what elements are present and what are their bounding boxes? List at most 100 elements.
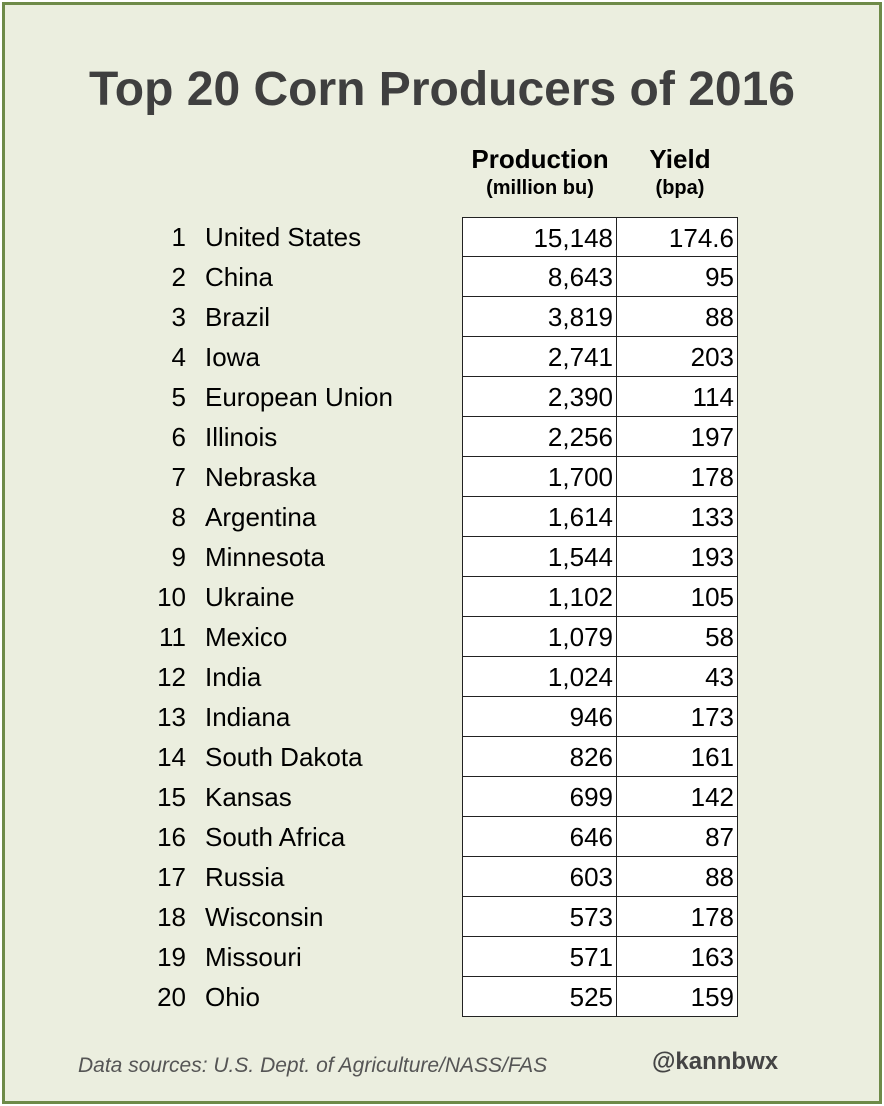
production-value: 1,614	[462, 497, 617, 537]
data-source-note: Data sources: U.S. Dept. of Agriculture/…	[78, 1054, 548, 1077]
production-header-unit: (million bu)	[486, 177, 594, 199]
rank-number: 5	[171, 382, 186, 412]
producer-name: Russia	[205, 862, 285, 892]
rank-number: 13	[157, 702, 186, 732]
yield-value: 114	[617, 377, 738, 417]
yield-column-header: Yield (bpa)	[630, 144, 730, 202]
rank-number: 18	[157, 902, 186, 932]
rank-number: 11	[159, 622, 186, 652]
rank-number: 3	[171, 302, 186, 332]
table-row: 4 Iowa 2,741 203	[0, 337, 884, 377]
production-value: 699	[462, 777, 617, 817]
producer-name: India	[205, 662, 262, 692]
producer-name: European Union	[205, 382, 393, 412]
author-handle: @kannbwx	[652, 1048, 779, 1075]
rank-number: 12	[157, 662, 186, 692]
production-value: 15,148	[462, 217, 617, 257]
yield-value: 95	[617, 257, 738, 297]
producer-name: China	[205, 262, 273, 292]
table-row: 10 Ukraine 1,102 105	[0, 577, 884, 617]
table-row: 5 European Union 2,390 114	[0, 377, 884, 417]
rank-number: 4	[171, 342, 186, 372]
table-row: 1 United States 15,148 174.6	[0, 217, 884, 257]
yield-value: 105	[617, 577, 738, 617]
yield-value: 88	[617, 857, 738, 897]
rank-number: 10	[157, 582, 186, 612]
rank-number: 8	[171, 502, 186, 532]
yield-value: 203	[617, 337, 738, 377]
yield-header-label: Yield	[649, 144, 711, 174]
producer-name: Wisconsin	[205, 902, 324, 932]
rank-number: 6	[171, 422, 186, 452]
production-value: 1,079	[462, 617, 617, 657]
production-value: 2,390	[462, 377, 617, 417]
production-value: 603	[462, 857, 617, 897]
producer-name: Indiana	[205, 702, 291, 732]
producer-name: Mexico	[205, 622, 288, 652]
rank-number: 9	[171, 542, 186, 572]
producer-name: Iowa	[205, 342, 260, 372]
table-row: 18 Wisconsin 573 178	[0, 897, 884, 937]
production-value: 1,700	[462, 457, 617, 497]
table-row: 9 Minnesota 1,544 193	[0, 537, 884, 577]
producer-name: Ukraine	[205, 582, 295, 612]
yield-value: 178	[617, 897, 738, 937]
table-row: 17 Russia 603 88	[0, 857, 884, 897]
yield-value: 178	[617, 457, 738, 497]
production-value: 1,102	[462, 577, 617, 617]
production-value: 946	[462, 697, 617, 737]
production-value: 646	[462, 817, 617, 857]
producer-name: Kansas	[205, 782, 292, 812]
table-row: 12 India 1,024 43	[0, 657, 884, 697]
production-value: 525	[462, 977, 617, 1017]
table-row: 20 Ohio 525 159	[0, 977, 884, 1017]
rank-number: 1	[171, 222, 186, 252]
table-row: 15 Kansas 699 142	[0, 777, 884, 817]
yield-value: 43	[617, 657, 738, 697]
producer-name: Illinois	[205, 422, 278, 452]
yield-value: 163	[617, 937, 738, 977]
table-row: 2 China 8,643 95	[0, 257, 884, 297]
rank-number: 7	[171, 462, 186, 492]
table-row: 14 South Dakota 826 161	[0, 737, 884, 777]
production-value: 826	[462, 737, 617, 777]
table-row: 16 South Africa 646 87	[0, 817, 884, 857]
production-value: 1,024	[462, 657, 617, 697]
production-column-header: Production (million bu)	[455, 144, 625, 202]
yield-value: 159	[617, 977, 738, 1017]
producer-name: South Africa	[205, 822, 346, 852]
producer-name: Brazil	[205, 302, 271, 332]
producer-name: Argentina	[205, 502, 317, 532]
table-row: 7 Nebraska 1,700 178	[0, 457, 884, 497]
rank-number: 19	[157, 942, 186, 972]
table-row: 19 Missouri 571 163	[0, 937, 884, 977]
producer-name: South Dakota	[205, 742, 363, 772]
table-row: 13 Indiana 946 173	[0, 697, 884, 737]
yield-value: 58	[617, 617, 738, 657]
yield-value: 161	[617, 737, 738, 777]
yield-value: 173	[617, 697, 738, 737]
production-value: 2,741	[462, 337, 617, 377]
producer-name: Nebraska	[205, 462, 317, 492]
rank-number: 20	[157, 982, 186, 1012]
production-value: 571	[462, 937, 617, 977]
yield-value: 197	[617, 417, 738, 457]
yield-header-unit: (bpa)	[655, 177, 705, 199]
production-value: 2,256	[462, 417, 617, 457]
yield-value: 87	[617, 817, 738, 857]
producer-name: United States	[205, 222, 362, 252]
producer-name: Minnesota	[205, 542, 325, 572]
rank-number: 16	[157, 822, 186, 852]
yield-value: 193	[617, 537, 738, 577]
production-value: 3,819	[462, 297, 617, 337]
rank-number: 15	[157, 782, 186, 812]
producer-name: Missouri	[205, 942, 302, 972]
table-row: 3 Brazil 3,819 88	[0, 297, 884, 337]
table-row: 11 Mexico 1,079 58	[0, 617, 884, 657]
table-row: 6 Illinois 2,256 197	[0, 417, 884, 457]
yield-value: 133	[617, 497, 738, 537]
production-value: 573	[462, 897, 617, 937]
rank-number: 17	[157, 862, 186, 892]
producer-name: Ohio	[205, 982, 260, 1012]
yield-value: 142	[617, 777, 738, 817]
